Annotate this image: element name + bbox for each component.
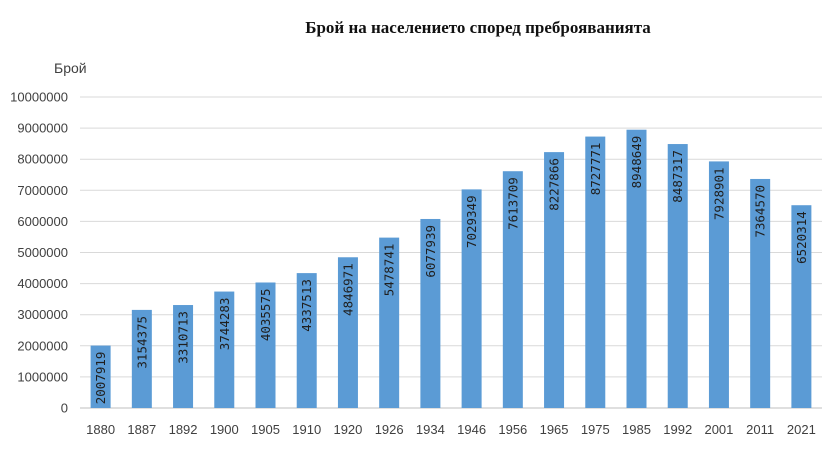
y-tick-label: 3000000 bbox=[17, 307, 68, 322]
x-tick-label: 1880 bbox=[86, 422, 115, 437]
bar-1905 bbox=[255, 282, 276, 408]
bar-1992 bbox=[667, 144, 688, 409]
y-tick-label: 2000000 bbox=[17, 338, 68, 353]
bar-2001 bbox=[708, 161, 729, 408]
bar-value-label: 4035575 bbox=[258, 288, 273, 341]
bar-1900 bbox=[214, 291, 235, 408]
bar-1946 bbox=[461, 189, 482, 408]
y-tick-label: 5000000 bbox=[17, 245, 68, 260]
bars bbox=[90, 129, 812, 409]
x-tick-label: 1956 bbox=[498, 422, 527, 437]
bar-1910 bbox=[296, 273, 317, 408]
bar-1887 bbox=[131, 309, 152, 408]
x-tick-label: 1892 bbox=[169, 422, 198, 437]
bar-2011 bbox=[750, 178, 771, 408]
chart-title: Брой на населението според преброяваният… bbox=[305, 18, 651, 37]
bar-value-label: 6077939 bbox=[423, 225, 438, 278]
x-tick-label: 1905 bbox=[251, 422, 280, 437]
bar-value-labels: 2007919 3154375 3310713 3744283 4035575 43375… bbox=[93, 136, 809, 405]
x-tick-label: 2021 bbox=[787, 422, 816, 437]
x-tick-label: 1975 bbox=[581, 422, 610, 437]
y-axis-ticks: 0 1000000 2000000 3000000 4000000 5000000 6000… bbox=[10, 90, 68, 416]
bar-value-label: 8948649 bbox=[629, 136, 644, 189]
bar-value-label: 7364570 bbox=[753, 185, 768, 238]
x-tick-label: 1926 bbox=[375, 422, 404, 437]
bar-value-label: 2007919 bbox=[93, 352, 108, 405]
x-tick-label: 1920 bbox=[333, 422, 362, 437]
bar-value-label: 8727771 bbox=[588, 143, 603, 196]
bar-value-label: 3310713 bbox=[176, 311, 191, 364]
bar-1956 bbox=[502, 171, 523, 408]
bar-value-label: 8227866 bbox=[547, 158, 562, 211]
bar-1880 bbox=[90, 345, 111, 408]
x-axis-ticks: 1880 1887 1892 1900 1905 1910 1920 1926 1934 1946… bbox=[86, 422, 816, 437]
bar-value-label: 4337513 bbox=[299, 279, 314, 332]
bar-value-label: 8487317 bbox=[670, 150, 685, 203]
bar-value-label: 4846971 bbox=[340, 263, 355, 316]
bar-1920 bbox=[337, 257, 358, 408]
x-tick-label: 1965 bbox=[540, 422, 569, 437]
y-tick-label: 7000000 bbox=[17, 183, 68, 198]
x-tick-label: 1992 bbox=[663, 422, 692, 437]
bar-value-label: 3154375 bbox=[134, 316, 149, 369]
bar-1934 bbox=[420, 218, 441, 408]
bar-1926 bbox=[379, 237, 400, 408]
y-axis-label: Брой bbox=[54, 60, 87, 76]
bar-value-label: 3744283 bbox=[217, 298, 232, 351]
x-tick-label: 1985 bbox=[622, 422, 651, 437]
bar-value-label: 7928901 bbox=[711, 167, 726, 220]
bar-value-label: 7029349 bbox=[464, 195, 479, 248]
x-tick-label: 1934 bbox=[416, 422, 445, 437]
bar-1965 bbox=[544, 152, 565, 408]
x-tick-label: 1946 bbox=[457, 422, 486, 437]
y-tick-label: 10000000 bbox=[10, 90, 68, 105]
bar-1985 bbox=[626, 129, 647, 408]
bar-2021 bbox=[791, 205, 812, 408]
y-tick-label: 4000000 bbox=[17, 276, 68, 291]
bar-1892 bbox=[173, 305, 194, 408]
x-tick-label: 1887 bbox=[127, 422, 156, 437]
x-tick-label: 1910 bbox=[292, 422, 321, 437]
x-tick-label: 1900 bbox=[210, 422, 239, 437]
bar-value-label: 7613709 bbox=[505, 177, 520, 230]
x-tick-label: 2001 bbox=[704, 422, 733, 437]
x-tick-label: 2011 bbox=[746, 422, 774, 437]
y-tick-label: 8000000 bbox=[17, 152, 68, 167]
bar-1975 bbox=[585, 136, 606, 408]
y-tick-label: 1000000 bbox=[17, 369, 68, 384]
gridlines bbox=[80, 96, 822, 409]
y-tick-label: 6000000 bbox=[17, 214, 68, 229]
y-tick-label: 9000000 bbox=[17, 121, 68, 136]
bar-value-label: 6520314 bbox=[794, 211, 809, 264]
y-tick-label: 0 bbox=[61, 401, 68, 416]
bar-value-label: 5478741 bbox=[382, 244, 397, 297]
